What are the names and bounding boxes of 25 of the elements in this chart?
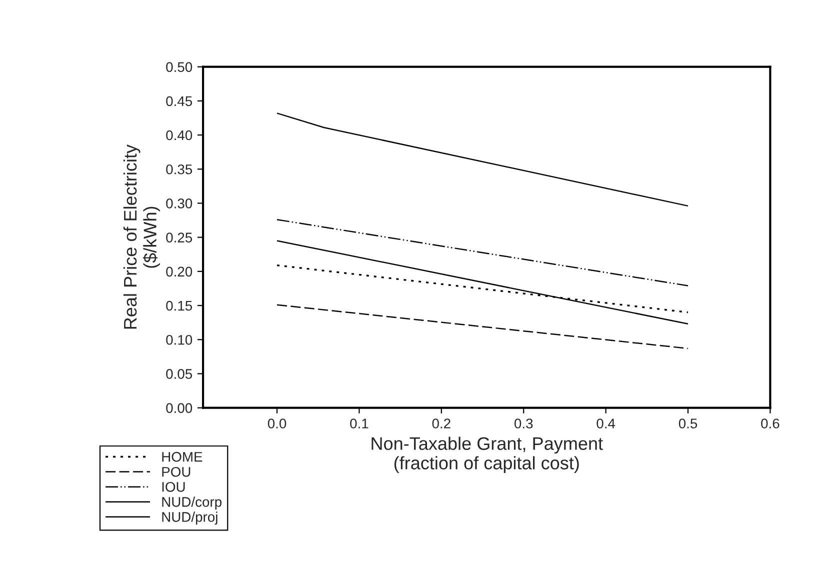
y-tick-label: 0.50 [166, 62, 192, 72]
x-tick-label: 0.3 [514, 418, 533, 428]
y-tick-label: 0.30 [166, 198, 192, 208]
y-tick-label: 0.35 [166, 164, 192, 174]
y-axis-title: Real Price of Electricity ($/kWh) [123, 144, 160, 329]
x-tick-label: 0.0 [268, 418, 286, 428]
y-tick-label: 0.10 [166, 334, 192, 345]
legend-label: POU [162, 466, 190, 477]
x-axis-title: Non-Taxable Grant, Payment (fraction of capital cost) [372, 436, 603, 474]
y-tick-label: 0.20 [166, 266, 192, 277]
x-tick-label: 0.1 [350, 418, 368, 428]
x-tick-label: 0.6 [761, 418, 780, 428]
y-tick-label: 0.45 [166, 96, 192, 106]
y-tick-label: 0.00 [166, 403, 192, 413]
x-tick-label: 0.5 [678, 418, 698, 428]
y-tick-label: 0.40 [166, 130, 192, 140]
x-tick-label: 0.2 [432, 418, 450, 428]
legend-label: NUD/corp [162, 496, 222, 510]
y-tick-label: 0.05 [166, 369, 192, 379]
y-tick-label: 0.25 [166, 232, 192, 242]
legend-label: IOU [162, 482, 185, 492]
legend-label: NUD/proj [162, 512, 218, 525]
x-tick-label: 0.4 [596, 418, 616, 428]
legend-label: HOME [162, 452, 202, 462]
y-tick-label: 0.15 [166, 300, 192, 311]
